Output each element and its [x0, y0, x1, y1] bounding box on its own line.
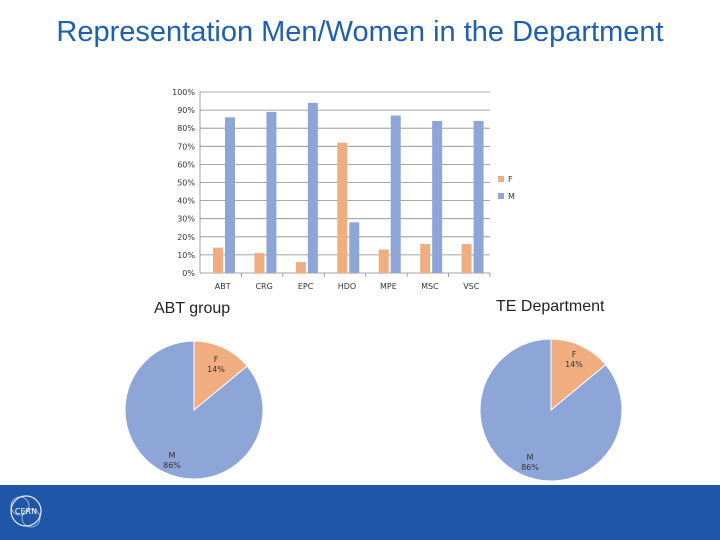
pie-label-M: M	[169, 451, 176, 460]
bar-chart-legend: FM	[498, 175, 515, 201]
bar-F-MPE	[378, 249, 389, 273]
bar-chart-ticks: 0% 10% 20% 30% 40% 50% 60% 70% 80% 90% 100% ABT CRG E…	[172, 88, 491, 291]
abt-pie-chart: F14% M86%	[124, 340, 264, 480]
te-pie-title: TE Department	[496, 298, 605, 315]
pie-value-M: 86%	[163, 461, 181, 470]
bar-M-EPC	[307, 102, 318, 273]
pie-label-M: M	[527, 453, 534, 462]
x-tick-label-HDO: HDO	[338, 282, 356, 291]
bar-chart-bars	[213, 102, 484, 274]
y-tick-label: 40%	[177, 197, 195, 206]
legend-label-F: F	[508, 175, 513, 184]
x-tick-label-VSC: VSC	[463, 282, 480, 291]
bar-M-VSC	[473, 120, 484, 274]
x-tick-label-MSC: MSC	[421, 282, 439, 291]
bar-M-HDO	[349, 222, 360, 273]
bar-M-MPE	[390, 115, 401, 273]
y-tick-label: 10%	[177, 251, 195, 260]
abt-pie-title: ABT group	[154, 300, 231, 317]
y-tick-label: 20%	[177, 233, 195, 242]
pie-label-F: F	[214, 355, 219, 364]
bar-F-ABT	[213, 247, 223, 273]
x-tick-label-MPE: MPE	[380, 282, 397, 291]
pie-value-F: 14%	[565, 360, 583, 369]
bar-F-HDO	[337, 142, 348, 273]
pie-slice-M	[124, 340, 264, 480]
pie-value-F: 14%	[207, 365, 225, 374]
bar-M-CRG	[266, 111, 277, 273]
x-tick-label-EPC: EPC	[298, 282, 314, 291]
bar-F-EPC	[295, 262, 306, 273]
x-tick-label-ABT: ABT	[215, 282, 231, 291]
bar-F-CRG	[254, 253, 265, 273]
y-tick-label: 0%	[182, 269, 195, 278]
te-pie-chart: F14% M86%	[479, 338, 623, 482]
footer-bar	[0, 485, 720, 540]
legend-label-M: M	[508, 192, 515, 201]
bar-M-ABT	[225, 117, 235, 273]
y-tick-label: 100%	[172, 88, 195, 97]
pie-value-M: 86%	[521, 463, 539, 472]
y-tick-label: 80%	[177, 124, 195, 133]
bar-F-MSC	[420, 244, 431, 273]
cern-logo: CERN	[10, 495, 42, 528]
y-tick-label: 30%	[177, 215, 195, 224]
bar-F-VSC	[461, 244, 472, 273]
pie-label-F: F	[572, 350, 577, 359]
slide-title: Representation Men/Women in the Departme…	[56, 16, 664, 48]
pie-slice-M	[479, 338, 623, 482]
y-tick-label: 60%	[177, 160, 195, 169]
pie-slice-F	[193, 340, 248, 412]
legend-swatch-M	[498, 193, 504, 199]
pie-slice-F	[550, 338, 607, 412]
y-tick-label: 50%	[177, 179, 195, 188]
bar-chart: 0% 10% 20% 30% 40% 50% 60% 70% 80% 90% 100% ABT CRG E…	[124, 88, 623, 482]
x-tick-label-CRG: CRG	[255, 282, 272, 291]
legend-swatch-F	[498, 176, 504, 182]
y-tick-label: 90%	[177, 106, 195, 115]
bar-M-MSC	[432, 120, 443, 274]
cern-logo-text: CERN	[15, 507, 37, 516]
y-tick-label: 70%	[177, 142, 195, 151]
